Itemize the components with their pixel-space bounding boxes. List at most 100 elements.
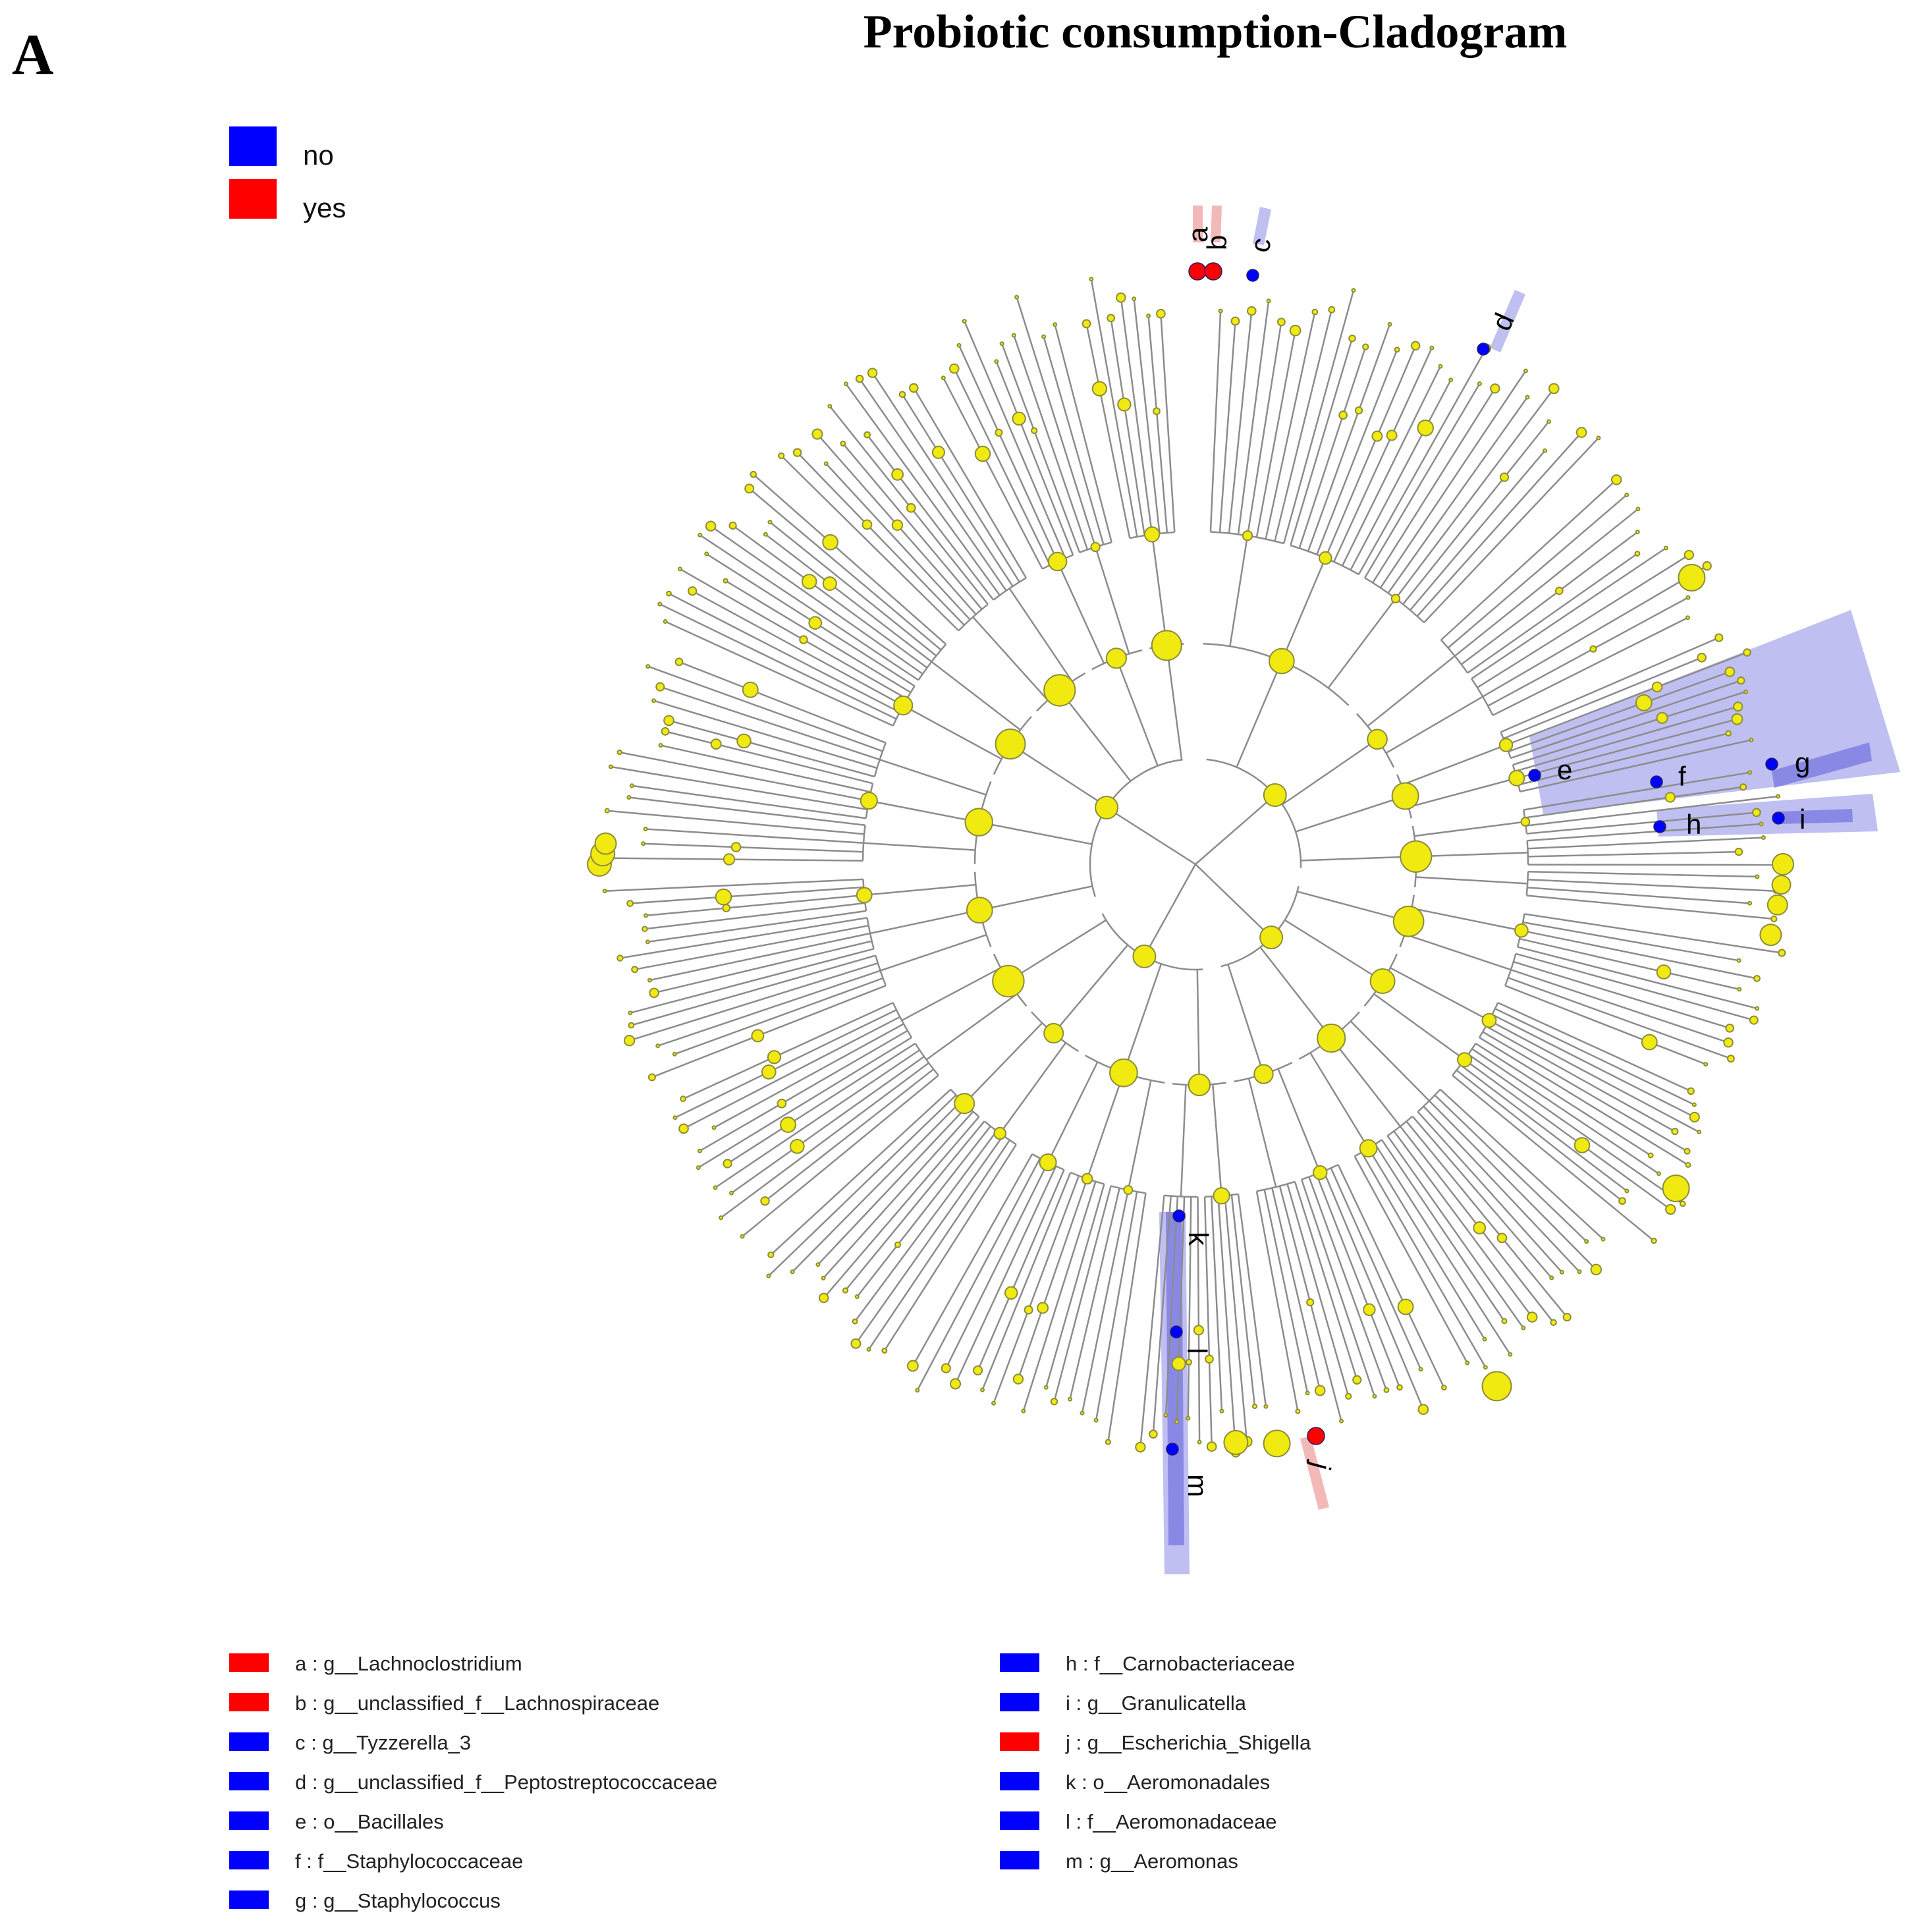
taxon-node [768, 1051, 781, 1063]
taxon-node [729, 522, 736, 529]
taxon-node [1232, 317, 1240, 325]
taxon-node [1636, 530, 1639, 534]
taxon-node [1697, 1130, 1701, 1134]
taxon-node [1213, 1188, 1229, 1203]
taxon-node [942, 1364, 950, 1372]
taxon-node [1748, 902, 1751, 905]
taxon-node [1651, 1238, 1656, 1243]
taxa-key-swatch [229, 1693, 269, 1711]
taxon-node [1635, 551, 1639, 556]
marker-node-b [1205, 263, 1222, 280]
taxon-node [667, 592, 671, 596]
taxon-node [1306, 1391, 1309, 1394]
taxon-node [646, 940, 649, 943]
taxon-node [1053, 323, 1056, 326]
taxon-node [1549, 384, 1559, 394]
taxon-node [646, 665, 649, 668]
taxon-node [1051, 1398, 1057, 1404]
taxon-node [706, 521, 715, 530]
taxon-node [617, 955, 622, 960]
taxon-node [1743, 649, 1751, 656]
taxon-node [629, 1023, 634, 1028]
taxon-node [1243, 531, 1252, 540]
taxon-node [1483, 1338, 1487, 1341]
taxon-node [1508, 1353, 1512, 1356]
taxon-node [1590, 646, 1596, 652]
taxon-node [1145, 527, 1159, 541]
taxon-node [779, 453, 784, 458]
taxon-node [862, 520, 871, 529]
taxon-node [1585, 1240, 1588, 1243]
taxon-node [1649, 1153, 1653, 1158]
taxon-node [933, 447, 945, 458]
taxon-node [965, 808, 992, 835]
taxon-node [1732, 714, 1742, 725]
taxon-node [605, 809, 609, 813]
taxon-node [649, 989, 659, 998]
taxon-node [1750, 738, 1753, 742]
taxon-node [895, 1242, 900, 1248]
taxon-node [1666, 1205, 1675, 1214]
taxon-node [1319, 552, 1332, 565]
taxon-node [1315, 1386, 1325, 1396]
taxon-node [1394, 906, 1424, 937]
taxon-node [790, 1140, 804, 1153]
taxon-node [1738, 959, 1741, 962]
taxon-node [1484, 1366, 1487, 1369]
taxon-node [1491, 384, 1499, 393]
marker-node-l [1170, 1326, 1182, 1338]
taxon-node [856, 1295, 859, 1298]
taxon-node [1458, 1053, 1471, 1066]
taxon-node [1744, 690, 1747, 694]
taxa-key-swatch [1000, 1772, 1039, 1790]
taxon-node [1147, 314, 1150, 317]
marker-node-j [1307, 1427, 1325, 1445]
taxon-node [732, 842, 741, 852]
taxon-node [1224, 1431, 1247, 1454]
taxon-node [1560, 1271, 1564, 1274]
taxon-node [723, 904, 730, 912]
taxon-node [688, 587, 696, 595]
taxon-node [1521, 1327, 1525, 1330]
taxon-node [1260, 926, 1282, 949]
marker-label-i: i [1799, 804, 1805, 835]
taxon-node [822, 1277, 825, 1280]
taxa-key-label: l : f__Aeromonadaceae [1066, 1810, 1277, 1833]
taxon-node [812, 429, 822, 439]
taxon-node [1726, 731, 1731, 736]
taxon-node [698, 534, 701, 537]
taxon-node [1430, 346, 1433, 350]
taxon-node [1313, 1166, 1327, 1180]
taxa-key-swatch [229, 1732, 269, 1751]
marker-label-k: k [1183, 1232, 1214, 1246]
taxa-key-label: a : g__Lachnoclostridium [295, 1652, 522, 1675]
legend-swatch-no [229, 126, 277, 166]
taxon-node [954, 1093, 974, 1113]
marker-node-k [1173, 1210, 1185, 1222]
taxon-node [967, 897, 993, 923]
taxon-node [1577, 1270, 1581, 1273]
taxon-node [1754, 976, 1760, 981]
taxon-node [963, 319, 966, 323]
taxon-node [1778, 950, 1785, 956]
taxon-node [716, 889, 732, 905]
taxon-node [958, 344, 961, 347]
taxon-node [1373, 1394, 1376, 1398]
taxon-node [1005, 1287, 1018, 1300]
taxon-node [1500, 738, 1513, 752]
taxon-node [724, 579, 728, 583]
marker-node-e [1529, 769, 1541, 781]
marker-label-b: b [1201, 235, 1232, 250]
taxon-node [1136, 1443, 1145, 1452]
taxon-node [1269, 649, 1294, 674]
taxa-key-swatch [1000, 1732, 1039, 1751]
taxon-node [867, 1348, 871, 1351]
taxon-node [1509, 771, 1524, 786]
taxon-node [673, 1116, 676, 1119]
taxon-node [1012, 334, 1016, 337]
taxon-node [778, 1099, 786, 1108]
taxon-node [1642, 1035, 1657, 1050]
taxon-node [1771, 916, 1776, 922]
taxon-node [1525, 396, 1529, 399]
taxon-node [1124, 1186, 1132, 1194]
